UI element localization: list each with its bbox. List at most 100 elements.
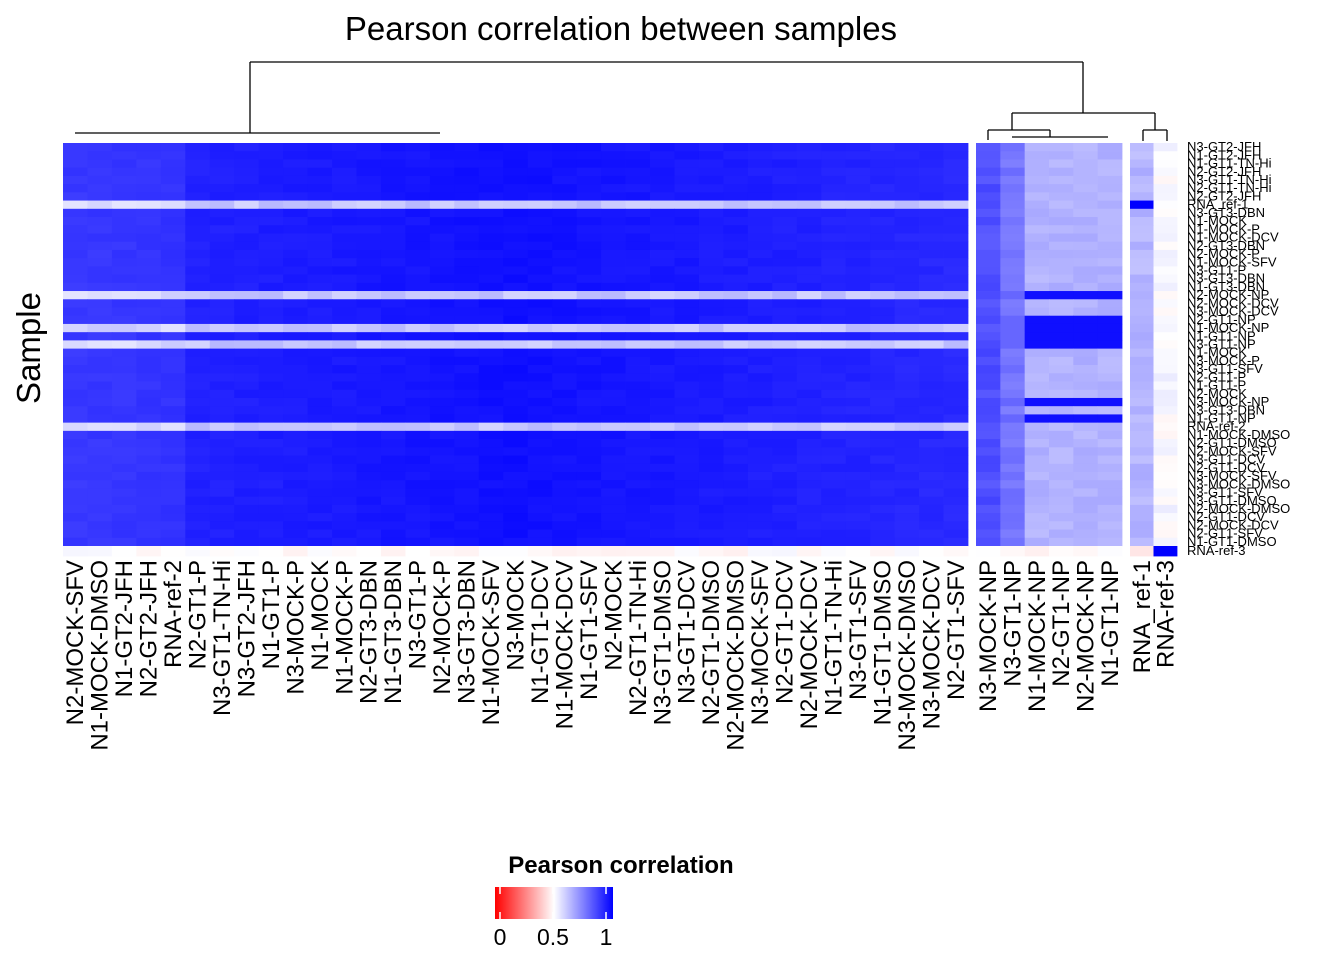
heatmap-cell	[478, 233, 504, 243]
heatmap-cell	[894, 291, 920, 300]
heatmap-cell	[772, 192, 798, 201]
row-label: N1-GT1-NP	[1187, 411, 1256, 426]
heatmap-cell	[976, 167, 1001, 177]
heatmap-cell	[674, 529, 700, 539]
heatmap-cell	[894, 282, 920, 292]
heatmap-cell	[429, 373, 455, 382]
heatmap-cell	[650, 348, 675, 358]
heatmap-cell	[674, 151, 700, 160]
heatmap-cell	[747, 200, 773, 210]
heatmap-cell	[1049, 340, 1074, 350]
heatmap-cell	[454, 184, 480, 193]
heatmap-cell	[380, 192, 406, 201]
heatmap-cell	[601, 167, 626, 177]
heatmap-cell	[772, 167, 798, 177]
heatmap-cell	[821, 537, 847, 547]
heatmap-cell	[209, 529, 235, 539]
heatmap-cell	[160, 521, 186, 530]
heatmap-cell	[283, 208, 308, 218]
heatmap-cell	[845, 373, 871, 382]
heatmap-cell	[356, 340, 382, 350]
heatmap-cell	[332, 356, 357, 366]
heatmap-cell	[894, 200, 920, 210]
heatmap-cell	[283, 504, 308, 514]
heatmap-cell	[356, 471, 382, 481]
heatmap-cell	[1130, 406, 1154, 415]
heatmap-cell	[576, 504, 602, 514]
heatmap-cell	[698, 389, 724, 399]
heatmap-cell	[870, 249, 896, 259]
heatmap-cell	[283, 406, 308, 415]
heatmap-cell	[429, 488, 455, 498]
heatmap-cell	[772, 249, 798, 259]
heatmap-cell	[625, 184, 651, 193]
heatmap-cell	[283, 225, 308, 234]
heatmap-cell	[1024, 348, 1050, 358]
heatmap-cell	[796, 332, 822, 341]
heatmap-cell	[478, 225, 504, 234]
heatmap-cell	[601, 208, 626, 218]
heatmap-cell	[429, 217, 455, 226]
heatmap-cell	[527, 397, 553, 407]
heatmap-cell	[111, 217, 137, 226]
heatmap-cell	[307, 159, 333, 169]
heatmap-cell	[601, 258, 626, 267]
heatmap-cell	[1024, 365, 1050, 374]
heatmap-cell	[1097, 258, 1123, 267]
heatmap-cell	[870, 439, 896, 448]
heatmap-cell	[674, 332, 700, 341]
heatmap-cell	[283, 307, 308, 317]
heatmap-cell	[283, 471, 308, 481]
heatmap-cell	[796, 537, 822, 547]
heatmap-cell	[796, 208, 822, 218]
heatmap-cell	[870, 258, 896, 267]
heatmap-cell	[894, 546, 920, 557]
heatmap-cell	[1024, 356, 1050, 366]
heatmap-cell	[845, 447, 871, 456]
column-label: N1-GT1-NP	[1097, 560, 1124, 687]
heatmap-cell	[821, 406, 847, 415]
heatmap-cell	[1073, 430, 1099, 440]
heatmap-cell	[283, 455, 308, 465]
heatmap-cell	[1073, 504, 1099, 514]
heatmap-cell	[1000, 258, 1026, 267]
heatmap-cell	[943, 529, 969, 539]
heatmap-cell	[870, 537, 896, 547]
heatmap-cell	[356, 241, 382, 251]
heatmap-cell	[552, 233, 578, 243]
heatmap-cell	[552, 282, 578, 292]
heatmap-cell	[429, 167, 455, 177]
heatmap-cell	[380, 422, 406, 432]
heatmap-cell	[747, 504, 773, 514]
heatmap-cell	[405, 143, 431, 152]
heatmap-cell	[625, 521, 651, 530]
heatmap-cell	[258, 208, 284, 218]
heatmap-cell	[698, 315, 724, 325]
heatmap-cell	[1049, 356, 1074, 366]
heatmap-cell	[845, 463, 871, 473]
heatmap-cell	[1097, 249, 1123, 259]
heatmap-cell	[1097, 200, 1123, 210]
heatmap-cell	[976, 447, 1001, 456]
heatmap-cell	[674, 537, 700, 547]
heatmap-cell	[1073, 175, 1099, 185]
heatmap-cell	[307, 521, 333, 530]
heatmap-cell	[747, 414, 773, 424]
heatmap-cell	[1049, 258, 1074, 267]
heatmap-cell	[1049, 249, 1074, 259]
heatmap-cell	[258, 332, 284, 341]
heatmap-cell	[976, 463, 1001, 473]
heatmap-cell	[576, 159, 602, 169]
heatmap-cell	[111, 241, 137, 251]
column-label: N1-GT3-DBN	[380, 560, 407, 704]
heatmap-cell	[976, 299, 1001, 308]
heatmap-cell	[601, 414, 626, 424]
column-label: N2-GT1-SFV	[943, 560, 970, 700]
heatmap-cell	[1000, 496, 1026, 506]
heatmap-cell	[772, 340, 798, 350]
heatmap-cell	[976, 365, 1001, 374]
heatmap-cell	[160, 299, 186, 308]
heatmap-cell	[747, 282, 773, 292]
heatmap-cell	[258, 192, 284, 201]
heatmap-cell	[1000, 299, 1026, 308]
